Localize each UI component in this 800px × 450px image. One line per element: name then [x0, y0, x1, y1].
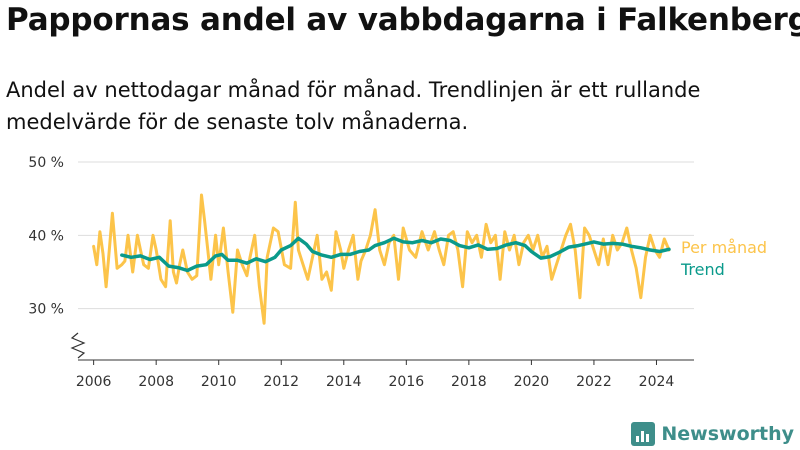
x-tick-label: 2020 — [514, 374, 550, 390]
y-tick-label: 40 % — [28, 228, 64, 244]
x-tick-label: 2018 — [451, 374, 487, 390]
x-tick-label: 2014 — [326, 374, 362, 390]
brand-name: Newsworthy — [661, 423, 794, 445]
x-tick-label: 2022 — [576, 374, 612, 390]
x-tick-label: 2010 — [201, 374, 237, 390]
monthly-series-line — [92, 193, 671, 325]
axis-break-icon — [70, 332, 86, 359]
x-tick-label: 2016 — [389, 374, 425, 390]
y-tick-label: 30 % — [28, 302, 64, 318]
x-tick-label: 2008 — [138, 374, 174, 390]
legend-trend: Trend — [680, 260, 725, 279]
x-tick-label: 2006 — [76, 374, 112, 390]
brand-logo: Newsworthy — [631, 422, 794, 446]
y-tick-label: 50 % — [28, 155, 64, 171]
newsworthy-logo-icon — [631, 422, 656, 446]
chart-subtitle: Andel av nettodagar månad för månad. Tre… — [6, 78, 701, 134]
chart-title: Pappornas andel av vabbdagarna i Falkenb… — [6, 2, 800, 38]
x-tick-label: 2012 — [263, 374, 299, 390]
trend-series-line — [120, 236, 671, 273]
legend-per-manad: Per månad — [681, 238, 767, 257]
x-tick-label: 2024 — [639, 374, 675, 390]
